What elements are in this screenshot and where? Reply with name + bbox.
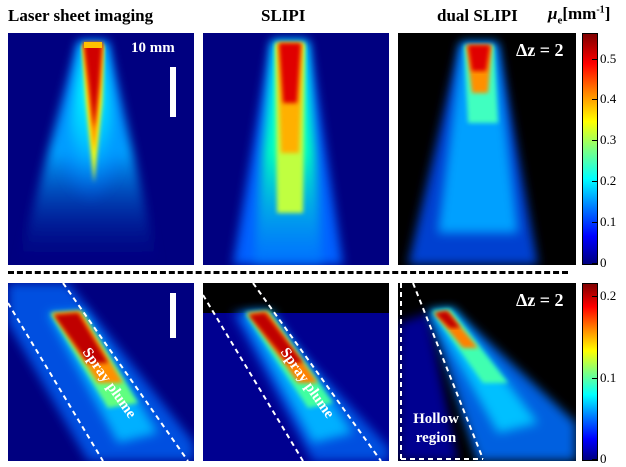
colorbar-top-tick-0.1: 0.1 bbox=[600, 214, 617, 230]
colorbar-top-tick-mark-0.2 bbox=[592, 181, 597, 183]
colorbar-bottom-tick-0.1: 0.1 bbox=[600, 369, 617, 385]
delta-z-label-top: Δz = 2 bbox=[516, 40, 564, 60]
row-divider bbox=[8, 271, 568, 274]
scale-bar bbox=[170, 67, 176, 117]
colorbar-top-tick-mark-0 bbox=[592, 263, 597, 264]
scale-bar-bottom bbox=[170, 293, 176, 338]
colorbar-top bbox=[582, 33, 598, 265]
colorbar-top-tick-0: 0 bbox=[600, 255, 607, 270]
colorbar-unit-label: μe[mm-1] bbox=[548, 4, 611, 27]
colorbar-top-tick-mark-0.4 bbox=[592, 99, 597, 101]
colorbar-top-tick-0.2: 0.2 bbox=[600, 173, 617, 189]
colorbar-top-tick-0.4: 0.4 bbox=[600, 91, 617, 107]
panel-laser-sheet-vertical bbox=[8, 33, 194, 265]
title-slipi: SLIPI bbox=[261, 6, 306, 25]
hollow-region-label: Hollow region bbox=[413, 411, 459, 446]
title-laser-sheet-imaging: Laser sheet imaging bbox=[8, 6, 154, 25]
colorbar-bottom-tick-mark-0 bbox=[592, 459, 597, 460]
panel-slipi-inclined bbox=[203, 283, 389, 461]
colorbar-bottom-tick-0.2: 0.2 bbox=[600, 288, 617, 304]
panel-laser-sheet-inclined bbox=[8, 283, 194, 461]
colorbar-top-tick-mark-0.3 bbox=[592, 140, 597, 142]
colorbar-top-tick-mark-0.5 bbox=[592, 58, 597, 60]
colorbar-bottom bbox=[582, 283, 598, 461]
colorbar-bottom-tick-mark-0.2 bbox=[592, 296, 597, 298]
panel-slipi-vertical bbox=[203, 33, 389, 265]
colorbar-bottom-tick-0: 0 bbox=[600, 451, 607, 466]
colorbar-bottom-tick-mark-0.1 bbox=[592, 377, 597, 379]
colorbar-top-tick-0.3: 0.3 bbox=[600, 132, 617, 148]
panel-dual-slipi-inclined bbox=[398, 283, 576, 461]
scale-bar-label: 10 mm bbox=[131, 40, 175, 56]
delta-z-label-bottom: Δz = 2 bbox=[516, 290, 564, 310]
colorbar-top-tick-mark-0.1 bbox=[592, 222, 597, 224]
colorbar-top-tick-0.5: 0.5 bbox=[600, 50, 617, 66]
title-dual-slipi: dual SLIPI bbox=[437, 6, 518, 25]
panel-dual-slipi-vertical bbox=[398, 33, 576, 265]
